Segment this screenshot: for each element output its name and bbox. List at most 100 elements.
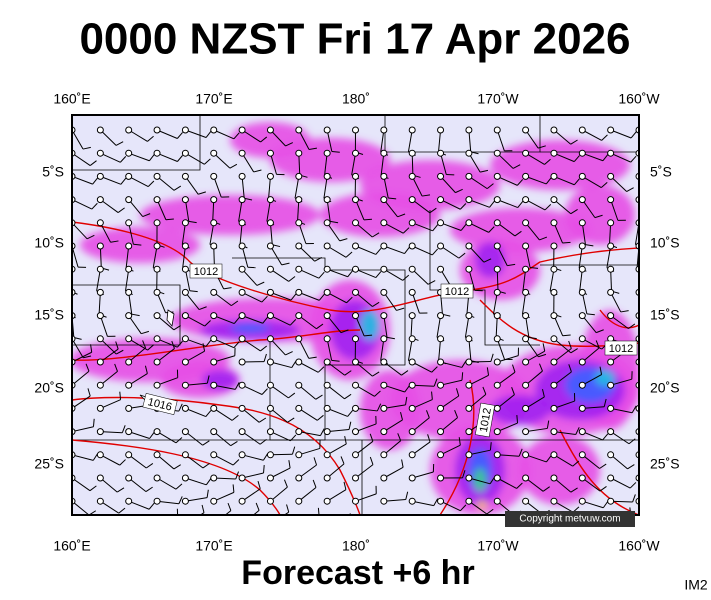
barb-station: [607, 358, 615, 366]
barb-staff: [438, 338, 442, 361]
barb-staff: [326, 222, 341, 242]
barb-staff: [468, 338, 472, 361]
barb-feather: [573, 155, 580, 162]
barb-feather: [260, 345, 268, 352]
barb-station: [210, 149, 218, 157]
barb-staff: [326, 361, 346, 376]
barb-staff: [468, 175, 488, 190]
barb-station: [465, 381, 473, 389]
barb-station: [238, 381, 246, 389]
barb-station: [380, 474, 388, 482]
barb-staff: [270, 467, 291, 479]
barb-feather: [347, 409, 354, 417]
barb-feather: [404, 385, 410, 393]
barb-feather: [344, 393, 352, 400]
barb-staff: [610, 152, 631, 163]
barb-feather: [288, 392, 296, 399]
barb-station: [607, 474, 615, 482]
barb-station: [238, 404, 246, 412]
barb-staff: [525, 396, 545, 409]
barb-feather: [147, 180, 155, 187]
barb-staff: [383, 315, 388, 338]
barb-feather: [133, 243, 142, 246]
barb-staff: [152, 245, 158, 268]
barb-feather: [261, 295, 268, 303]
barb-staff: [581, 222, 586, 245]
barb-feather: [489, 200, 495, 208]
barb-staff: [298, 431, 321, 437]
barb-station: [181, 358, 189, 366]
barb-station: [295, 474, 303, 482]
barb-staff: [581, 347, 600, 363]
barb-staff: [582, 406, 605, 409]
barb-staff: [411, 361, 432, 373]
barb-station: [522, 288, 530, 296]
barb-station: [181, 451, 189, 459]
barb-staff: [438, 129, 442, 152]
barb-station: [352, 288, 359, 296]
barb-station: [352, 149, 359, 157]
barb-staff: [156, 500, 179, 505]
barb-station: [465, 172, 473, 180]
barb-staff: [497, 454, 520, 457]
barb-station: [408, 335, 416, 343]
rain-blob: [320, 193, 440, 237]
barb-feather: [92, 418, 95, 427]
barb-station: [238, 265, 246, 273]
barb-station: [493, 335, 501, 343]
barb-feather: [288, 460, 291, 469]
barb-staff: [298, 361, 319, 373]
barb-feather: [343, 481, 347, 490]
barb-staff: [407, 129, 413, 152]
barb-staff: [553, 454, 574, 467]
barb-staff: [252, 510, 260, 515]
barb-staff: [270, 384, 289, 399]
barb-staff: [326, 199, 331, 222]
barb-station: [238, 196, 246, 204]
barb-staff: [156, 377, 178, 386]
barb-staff: [212, 199, 215, 222]
barb-feather: [599, 366, 603, 375]
barb-station: [522, 126, 530, 134]
barb-feather: [202, 440, 210, 446]
barb-feather: [595, 340, 600, 349]
barb-feather: [431, 391, 433, 400]
barb-station: [550, 196, 558, 204]
barb-feather: [537, 145, 546, 149]
barb-staff: [269, 153, 277, 175]
barb-feather: [344, 370, 352, 376]
barb-staff: [185, 350, 205, 363]
barb-staff: [496, 222, 516, 237]
lat-label: 15˚S: [650, 307, 680, 323]
barb-staff: [579, 269, 583, 292]
barb-staff: [410, 315, 413, 338]
barb-station: [323, 358, 331, 366]
barb-staff: [496, 152, 514, 169]
barb-staff: [581, 292, 588, 315]
rain-blob: [475, 242, 505, 278]
barb-staff: [440, 379, 463, 386]
barb-staff: [185, 454, 204, 469]
barb-feather: [235, 471, 240, 480]
barb-station: [238, 497, 246, 505]
barb-staff: [553, 477, 572, 493]
barb-station: [578, 219, 586, 227]
barb-station: [323, 149, 331, 157]
barb-feather: [573, 178, 580, 186]
barb-feather: [594, 214, 603, 219]
barb-feather: [177, 155, 183, 162]
barb-staff: [100, 129, 117, 146]
barb-feather: [83, 355, 92, 359]
lat-label: 5˚S: [42, 164, 64, 180]
barb-station: [380, 265, 388, 273]
barb-staff: [553, 129, 572, 145]
barb-feather: [313, 457, 318, 466]
barb-feather: [512, 164, 521, 169]
barb-station: [578, 288, 586, 296]
barb-station: [493, 149, 501, 157]
lon-label: 160˚E: [53, 538, 90, 554]
barb-feather: [602, 500, 609, 509]
barb-station: [210, 335, 218, 343]
barb-feather: [205, 410, 212, 417]
barb-staff: [100, 454, 121, 466]
